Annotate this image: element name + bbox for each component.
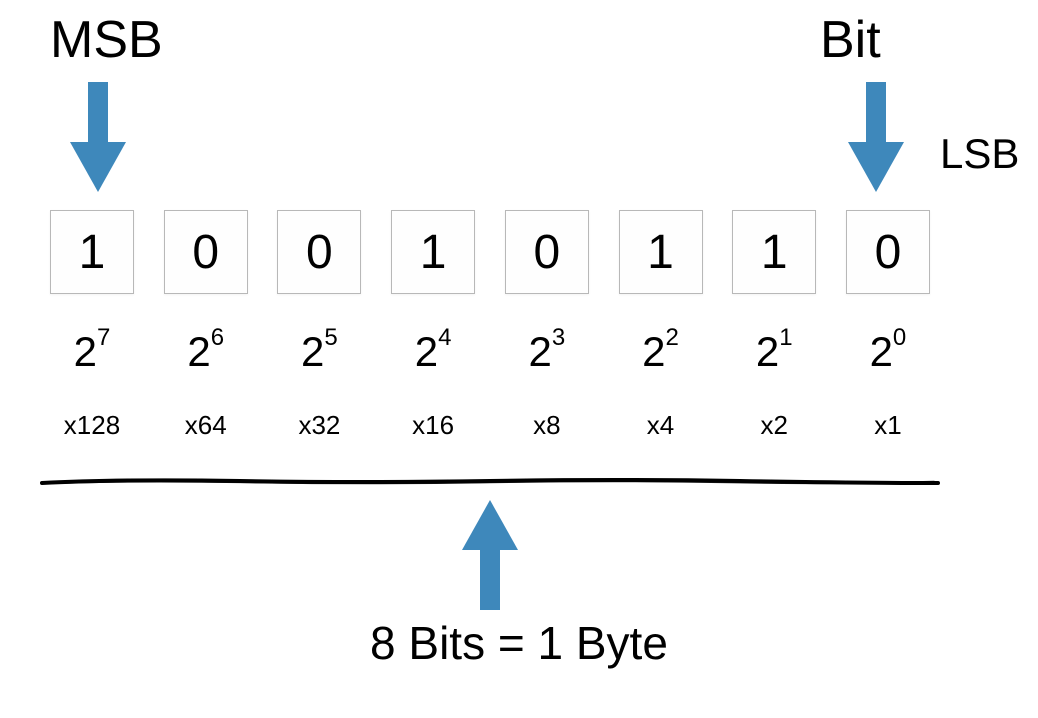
bit-box: 1 xyxy=(50,210,134,294)
power-label: 26 xyxy=(164,328,248,376)
bit-box: 0 xyxy=(846,210,930,294)
bit-box: 1 xyxy=(619,210,703,294)
power-label: 20 xyxy=(846,328,930,376)
power-label: 25 xyxy=(277,328,361,376)
bit-box: 0 xyxy=(505,210,589,294)
power-label: 22 xyxy=(619,328,703,376)
msb-label: MSB xyxy=(50,10,163,70)
byte-label: 8 Bits = 1 Byte xyxy=(0,616,1038,670)
divider-line xyxy=(40,478,940,486)
multipliers-row: x128 x64 x32 x16 x8 x4 x2 x1 xyxy=(50,410,930,441)
lsb-label: LSB xyxy=(940,130,1019,178)
multiplier-label: x64 xyxy=(164,410,248,441)
multiplier-label: x2 xyxy=(732,410,816,441)
powers-row: 27 26 25 24 23 22 21 20 xyxy=(50,328,930,376)
bit-label: Bit xyxy=(820,10,881,70)
arrow-down-bit-icon xyxy=(848,82,904,192)
multiplier-label: x8 xyxy=(505,410,589,441)
bit-box: 0 xyxy=(164,210,248,294)
bit-box: 1 xyxy=(732,210,816,294)
power-label: 24 xyxy=(391,328,475,376)
bit-box: 0 xyxy=(277,210,361,294)
multiplier-label: x16 xyxy=(391,410,475,441)
multiplier-label: x128 xyxy=(50,410,134,441)
power-label: 23 xyxy=(505,328,589,376)
power-label: 21 xyxy=(732,328,816,376)
bit-box: 1 xyxy=(391,210,475,294)
multiplier-label: x32 xyxy=(277,410,361,441)
arrow-up-byte-icon xyxy=(462,500,518,615)
multiplier-label: x4 xyxy=(619,410,703,441)
multiplier-label: x1 xyxy=(846,410,930,441)
arrow-down-msb-icon xyxy=(70,82,126,192)
power-label: 27 xyxy=(50,328,134,376)
bits-row: 1 0 0 1 0 1 1 0 xyxy=(50,210,930,294)
